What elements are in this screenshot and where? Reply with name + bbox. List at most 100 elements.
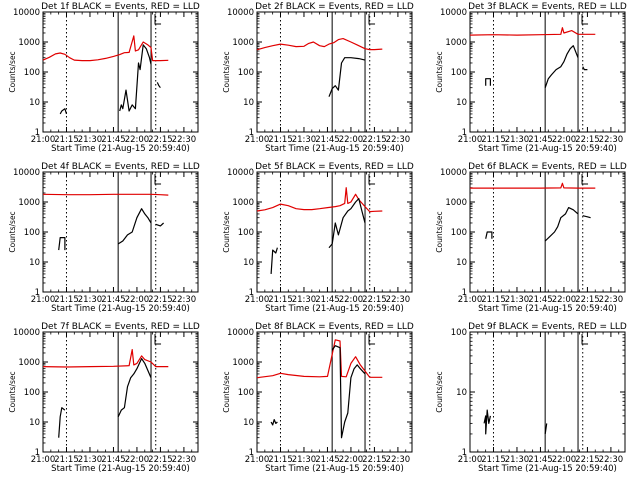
x-tick-label: 21:30 <box>505 135 530 145</box>
x-tick-label: 22:30 <box>599 135 624 145</box>
panel-det-8f: Det 8f BLACK = Events, RED = LLD 1 10 100 10… <box>222 322 414 474</box>
attenuator-marker <box>154 174 162 185</box>
y-tick-label: 1 <box>35 288 40 298</box>
events-series-line <box>58 237 66 251</box>
x-tick-label: 21:00 <box>458 295 483 305</box>
panel-title: Det 2f BLACK = Events, RED = LLD <box>255 2 414 12</box>
x-tick-label: 22:00 <box>552 135 577 145</box>
x-tick-label: 21:45 <box>101 295 126 305</box>
x-tick-label: 21:00 <box>245 295 270 305</box>
x-tick-label: 22:15 <box>148 455 173 465</box>
y-tick-label: 10000 <box>440 168 467 178</box>
panel-grid: Det 1f BLACK = Events, RED = LLD 1 10 100 10… <box>8 2 627 474</box>
y-tick-label: 10 <box>456 98 467 108</box>
x-tick-label: 22:15 <box>362 295 387 305</box>
lld-series-line <box>42 349 169 368</box>
y-tick-label: 10 <box>29 258 40 268</box>
x-axis-label: Start Time (21-Aug-15 20:59:40) <box>478 304 617 314</box>
x-tick-label: 21:00 <box>31 295 56 305</box>
y-tick-label: 100 <box>238 228 254 238</box>
y-tick-label: 100 <box>451 68 467 78</box>
events-series-line <box>59 108 68 115</box>
panel-title: Det 1f BLACK = Events, RED = LLD <box>41 2 200 12</box>
x-tick-label: 22:00 <box>339 135 364 145</box>
y-axis-label: Counts/sec <box>435 51 444 92</box>
y-tick-label: 10000 <box>440 8 467 18</box>
x-axis-label: Start Time (21-Aug-15 20:59:40) <box>265 144 404 154</box>
x-tick-label: 21:00 <box>31 455 56 465</box>
y-tick-label: 1 <box>249 448 254 458</box>
x-axis-label: Start Time (21-Aug-15 20:59:40) <box>51 304 190 314</box>
y-tick-label: 1 <box>35 448 40 458</box>
x-tick-label: 22:00 <box>125 135 150 145</box>
events-series-line <box>582 215 591 219</box>
panel-title: Det 8f BLACK = Events, RED = LLD <box>255 322 414 332</box>
y-tick-label: 100 <box>238 68 254 78</box>
y-axis-label: Counts/sec <box>222 51 231 92</box>
x-tick-label: 21:45 <box>101 135 126 145</box>
y-tick-label: 100 <box>24 388 40 398</box>
x-tick-label: 21:00 <box>458 455 483 465</box>
y-tick-label: 100 <box>24 228 40 238</box>
attenuator-marker <box>154 334 162 345</box>
y-tick-label: 1000 <box>18 358 40 368</box>
x-axis-label: Start Time (21-Aug-15 20:59:40) <box>51 464 190 474</box>
x-tick-label: 22:15 <box>575 135 600 145</box>
lld-series-line <box>469 27 596 36</box>
events-series-line <box>483 409 491 435</box>
y-axis-label: Counts/sec <box>435 211 444 252</box>
x-tick-label: 21:30 <box>78 295 103 305</box>
panel-det-7f: Det 7f BLACK = Events, RED = LLD 1 10 100 10… <box>8 322 200 474</box>
events-series-line <box>328 57 366 97</box>
x-axis-label: Start Time (21-Aug-15 20:59:40) <box>265 464 404 474</box>
x-tick-label: 21:15 <box>481 295 506 305</box>
x-tick-label: 21:45 <box>101 455 126 465</box>
y-tick-label: 1000 <box>232 38 254 48</box>
panel-title: Det 7f BLACK = Events, RED = LLD <box>41 322 200 332</box>
x-tick-label: 21:15 <box>268 135 293 145</box>
x-tick-label: 21:30 <box>292 455 317 465</box>
x-tick-label: 21:15 <box>54 455 79 465</box>
lld-series-line <box>470 182 596 189</box>
events-series-line <box>119 44 152 112</box>
y-axis-label: Counts/sec <box>222 211 231 252</box>
x-tick-label: 21:30 <box>78 455 103 465</box>
x-tick-label: 22:00 <box>125 295 150 305</box>
x-tick-label: 21:45 <box>315 295 340 305</box>
panel-title: Det 3f BLACK = Events, RED = LLD <box>468 2 627 12</box>
y-tick-label: 10 <box>29 98 40 108</box>
x-tick-label: 22:15 <box>362 455 387 465</box>
x-tick-label: 21:30 <box>292 135 317 145</box>
y-tick-label: 10 <box>29 418 40 428</box>
x-tick-label: 21:15 <box>54 135 79 145</box>
y-tick-label: 10000 <box>227 8 254 18</box>
panel-det-5f: Det 5f BLACK = Events, RED = LLD 1 10 100 10… <box>222 162 414 314</box>
events-series-line <box>156 82 161 89</box>
events-series-line <box>270 419 278 426</box>
events-series-line <box>582 66 588 71</box>
x-tick-label: 21:15 <box>481 455 506 465</box>
y-tick-label: 1 <box>462 448 467 458</box>
attenuator-marker <box>581 14 589 25</box>
x-tick-label: 22:30 <box>172 135 197 145</box>
x-tick-label: 21:30 <box>505 455 530 465</box>
y-axis-label: Counts/sec <box>435 371 444 412</box>
events-series-line <box>331 345 366 439</box>
events-series-line <box>58 407 66 438</box>
x-tick-label: 21:30 <box>505 295 530 305</box>
y-tick-label: 1 <box>249 128 254 138</box>
y-tick-label: 10000 <box>13 8 40 18</box>
x-tick-label: 21:15 <box>54 295 79 305</box>
y-tick-label: 1 <box>35 128 40 138</box>
panel-det-4f: Det 4f BLACK = Events, RED = LLD 1 10 100 10… <box>8 162 200 314</box>
x-tick-label: 21:00 <box>458 135 483 145</box>
panel-det-1f: Det 1f BLACK = Events, RED = LLD 1 10 100 10… <box>8 2 200 154</box>
events-series-line <box>117 208 152 245</box>
x-tick-label: 21:45 <box>528 295 553 305</box>
y-tick-label: 1000 <box>18 198 40 208</box>
x-tick-label: 21:15 <box>268 295 293 305</box>
y-tick-label: 1 <box>462 288 467 298</box>
x-axis-label: Start Time (21-Aug-15 20:59:40) <box>478 144 617 154</box>
